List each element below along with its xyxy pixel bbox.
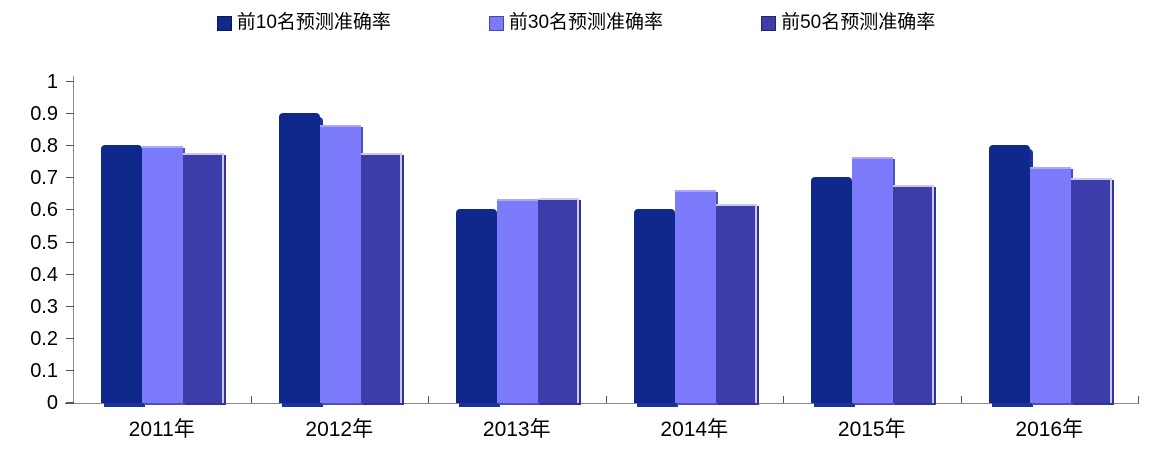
legend-label: 前50名预测准确率 [781,12,936,33]
legend-swatch [488,15,504,31]
bar [633,208,675,403]
y-tick [66,305,74,307]
x-tick-label: 2016年 [1015,418,1084,441]
bar [278,112,320,403]
bar [456,208,498,403]
y-tick-label: 0.2 [30,327,58,350]
legend-label: 前10名预测准确率 [236,12,391,33]
y-tick [66,113,74,115]
bar [1029,167,1071,403]
x-axis-labels: 2011年 2012年 2013年 2014年 2015年 2016年 [73,417,1138,447]
bar-group [784,82,962,403]
y-tick-label: 0.8 [30,135,58,158]
x-tick [428,396,429,403]
y-tick [66,241,74,243]
bar [360,152,402,403]
bar [183,152,225,403]
y-tick [66,273,74,275]
x-tick-label: 2012年 [305,418,374,441]
bar [811,176,853,403]
bar-group [962,82,1140,403]
legend-swatch [216,15,232,31]
legend-item: 前50名预测准确率 [761,12,935,34]
y-tick-label: 0 [46,392,58,414]
bar [101,144,143,403]
legend-swatch [761,15,777,31]
bar-group [74,82,252,403]
x-tick [250,396,252,403]
y-tick [66,402,74,403]
bar [674,189,716,403]
y-tick-label: 0.5 [30,231,58,254]
x-tick-label: 2011年 [128,418,195,441]
bar [893,184,935,403]
y-tick-label: 0.6 [30,199,58,222]
bar [142,146,184,403]
y-tick [66,337,74,339]
y-tick-label: 0.4 [30,263,58,286]
x-tick-label: 2014年 [660,418,729,441]
legend-item: 前10名预测准确率 [216,12,391,34]
x-tick-label: 2015年 [837,418,906,441]
y-tick-label: 0.1 [30,359,58,382]
legend: 前10名预测准确率 前30名预测准确率 前50名预测准确率 [0,12,1152,34]
y-tick [66,81,74,82]
x-tick [1138,396,1139,403]
bar [1070,178,1112,403]
x-tick [605,396,607,403]
bar [988,144,1030,403]
bar-group [429,82,607,403]
bar [319,125,361,403]
y-tick [66,369,74,371]
bar [497,199,539,403]
bar [715,203,757,403]
y-tick-label: 0.7 [30,167,58,190]
x-tick-label: 2013年 [482,418,551,441]
y-tick-label: 0.9 [30,103,58,126]
bar [852,157,894,403]
x-tick [783,396,784,403]
x-tick [960,396,962,403]
y-tick [66,209,74,211]
y-axis-labels: 0 0.1 0.2 0.3 0.4 0.5 0.6 0.7 0.8 0.9 1 [0,71,60,414]
y-tick-label: 1 [46,71,58,93]
y-tick-label: 0.3 [30,295,58,318]
y-tick [66,177,74,179]
bar-group [252,82,430,403]
plot-area [65,76,1140,404]
bar-group [607,82,785,403]
legend-item: 前30名预测准确率 [488,12,664,34]
legend-label: 前30名预测准确率 [508,12,664,33]
y-tick [66,145,74,147]
bar [538,197,580,403]
